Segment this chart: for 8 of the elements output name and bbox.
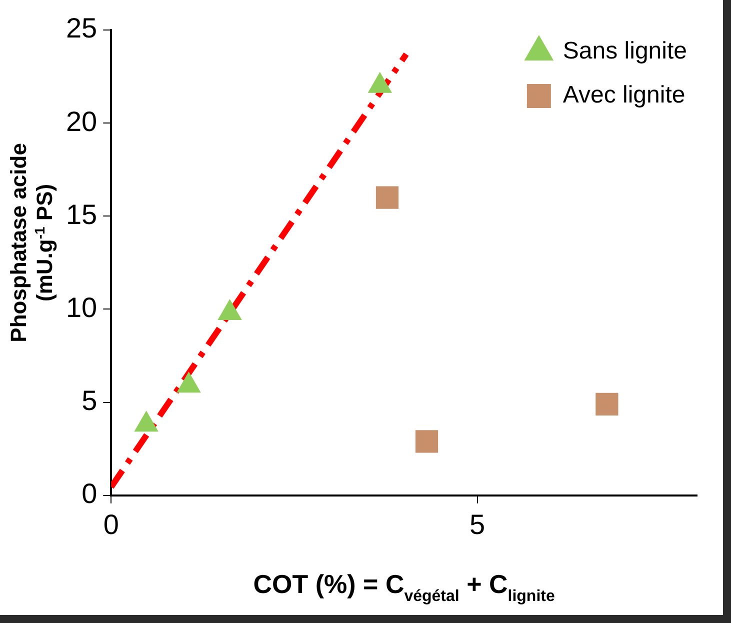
y-tick-label: 15 [66,198,98,230]
y-tick-label: 5 [82,385,98,416]
legend-label: Avec lignite [562,82,686,109]
y-tick-label: 0 [82,478,98,510]
legend-label: Sans lignite [562,38,687,65]
y-tick-label: 20 [66,106,98,137]
y-tick-label: 10 [66,292,98,323]
y-tick-label: 25 [66,12,98,44]
